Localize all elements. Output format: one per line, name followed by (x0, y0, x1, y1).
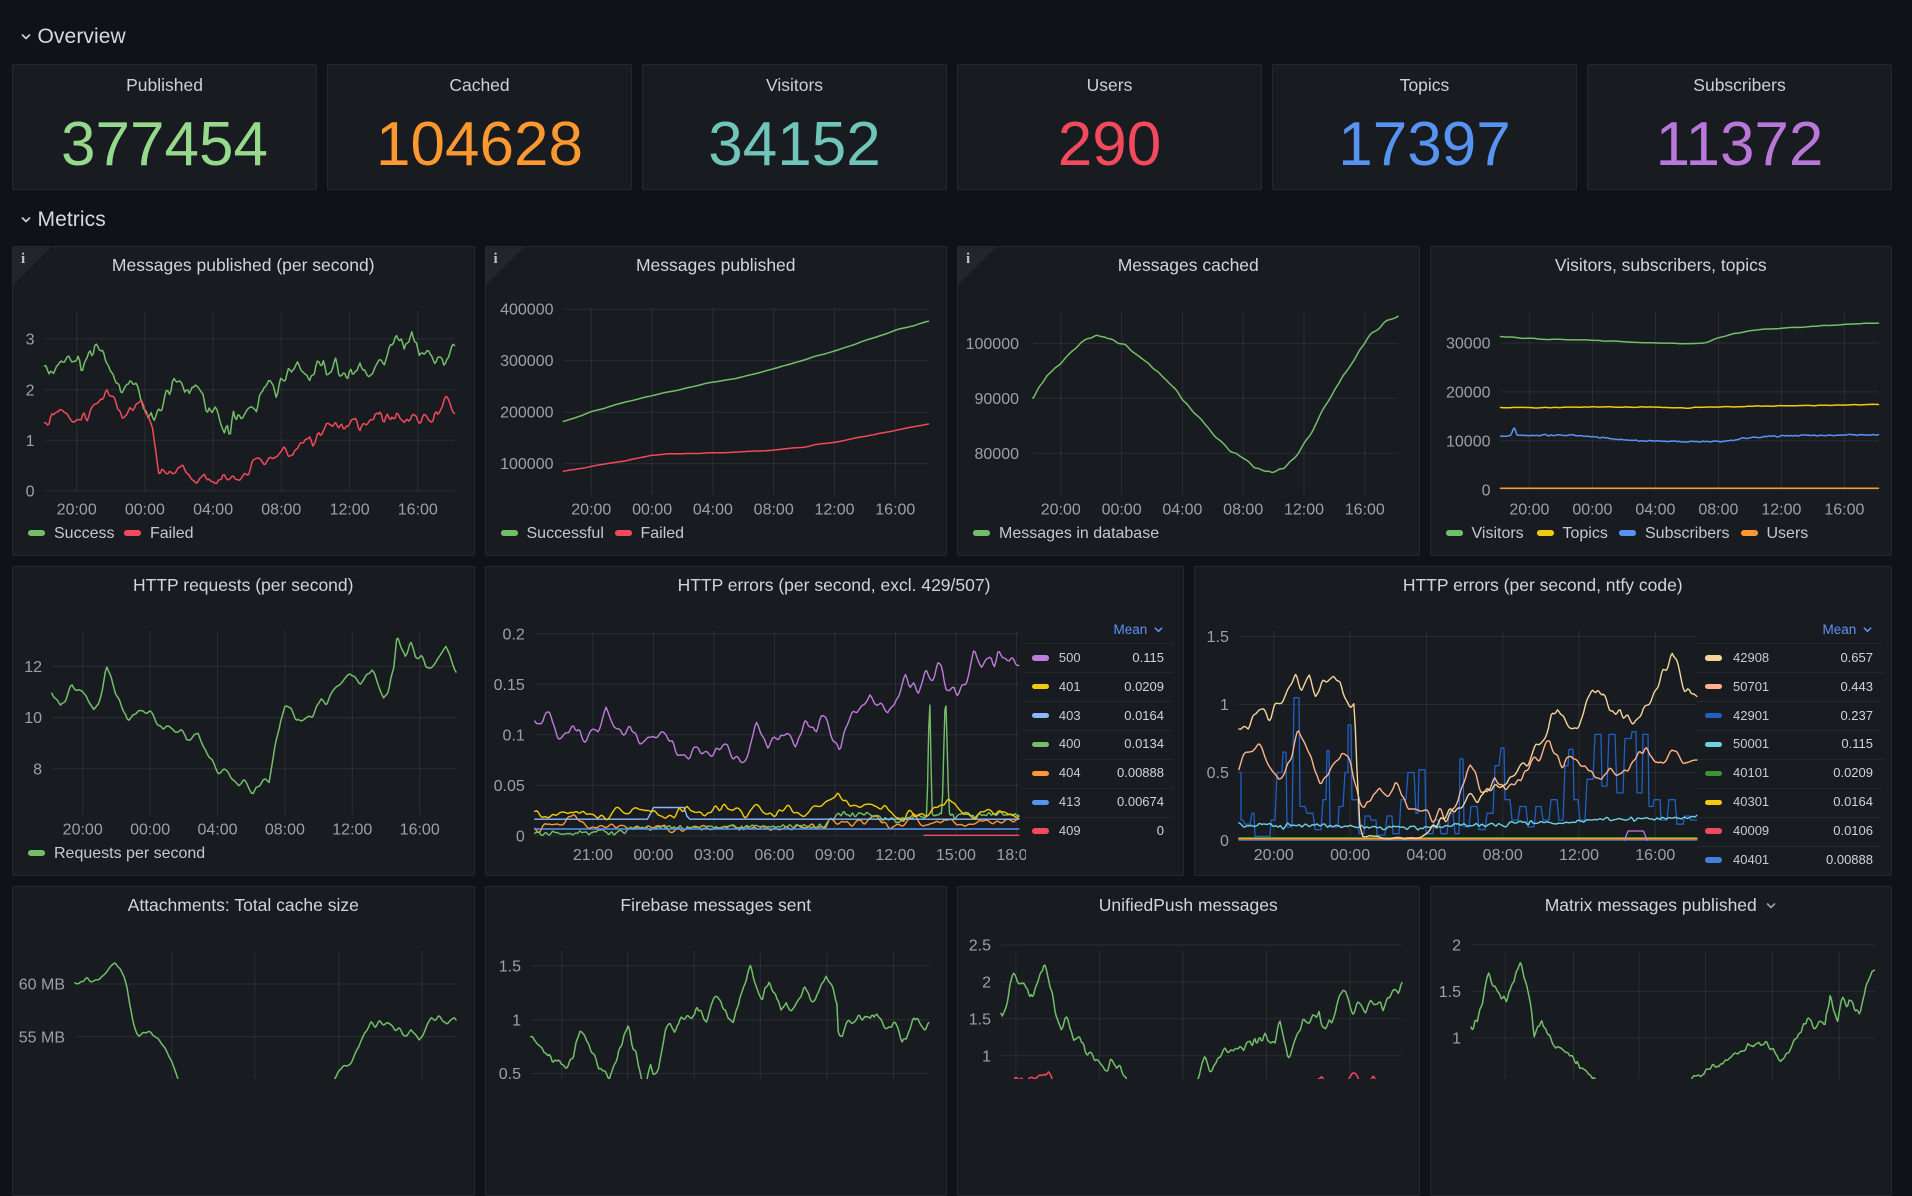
svg-text:09:00: 09:00 (814, 847, 854, 864)
svg-text:00:00: 00:00 (1102, 502, 1142, 519)
svg-text:20:00: 20:00 (1041, 502, 1081, 519)
svg-text:04:00: 04:00 (193, 502, 233, 519)
svg-text:03:00: 03:00 (693, 847, 733, 864)
svg-text:80000: 80000 (975, 446, 1020, 463)
svg-text:2.5: 2.5 (969, 938, 991, 955)
svg-text:1.5: 1.5 (498, 958, 520, 975)
svg-text:0.15: 0.15 (493, 677, 524, 694)
svg-text:12:00: 12:00 (1761, 502, 1801, 519)
svg-text:1: 1 (26, 433, 35, 450)
svg-text:04:00: 04:00 (692, 502, 732, 519)
svg-text:1: 1 (982, 1048, 991, 1065)
svg-text:08:00: 08:00 (1223, 502, 1263, 519)
svg-text:16:00: 16:00 (875, 502, 915, 519)
svg-text:300000: 300000 (500, 353, 553, 370)
svg-text:00:00: 00:00 (1572, 502, 1612, 519)
svg-text:00:00: 00:00 (1330, 847, 1370, 864)
svg-text:12:00: 12:00 (332, 822, 372, 839)
svg-text:1.5: 1.5 (1206, 629, 1228, 646)
svg-text:04:00: 04:00 (197, 822, 237, 839)
svg-text:0.1: 0.1 (502, 727, 524, 744)
svg-text:10000: 10000 (1446, 433, 1491, 450)
svg-text:200000: 200000 (500, 405, 553, 422)
svg-text:100000: 100000 (500, 456, 553, 473)
svg-text:16:00: 16:00 (1824, 502, 1864, 519)
svg-text:8: 8 (33, 761, 42, 778)
svg-text:16:00: 16:00 (1345, 502, 1385, 519)
svg-text:12:00: 12:00 (875, 847, 915, 864)
svg-text:20000: 20000 (1446, 385, 1491, 402)
svg-text:100000: 100000 (966, 336, 1019, 353)
svg-text:00:00: 00:00 (633, 847, 673, 864)
svg-text:1: 1 (1452, 1031, 1461, 1048)
svg-text:00:00: 00:00 (130, 822, 170, 839)
svg-text:16:00: 16:00 (1635, 847, 1675, 864)
svg-text:10: 10 (24, 710, 42, 727)
svg-text:0.5: 0.5 (498, 1066, 520, 1079)
svg-text:0.2: 0.2 (502, 626, 524, 643)
svg-text:16:00: 16:00 (398, 502, 438, 519)
svg-text:2: 2 (982, 975, 991, 992)
svg-text:0: 0 (1481, 482, 1490, 499)
svg-text:90000: 90000 (975, 391, 1020, 408)
svg-text:12:00: 12:00 (814, 502, 854, 519)
svg-text:30000: 30000 (1446, 336, 1491, 353)
svg-text:2: 2 (26, 382, 35, 399)
svg-text:12:00: 12:00 (330, 502, 370, 519)
svg-text:04:00: 04:00 (1162, 502, 1202, 519)
svg-text:04:00: 04:00 (1635, 502, 1675, 519)
svg-text:0.05: 0.05 (493, 778, 524, 795)
svg-text:08:00: 08:00 (1482, 847, 1522, 864)
svg-text:20:00: 20:00 (1253, 847, 1293, 864)
svg-text:15:00: 15:00 (935, 847, 975, 864)
svg-text:06:00: 06:00 (754, 847, 794, 864)
svg-text:0: 0 (26, 484, 35, 501)
svg-text:0.5: 0.5 (1206, 765, 1228, 782)
svg-text:18:00: 18:00 (996, 847, 1026, 864)
svg-text:08:00: 08:00 (1698, 502, 1738, 519)
svg-text:20:00: 20:00 (571, 502, 611, 519)
svg-text:04:00: 04:00 (1406, 847, 1446, 864)
svg-text:20:00: 20:00 (57, 502, 97, 519)
svg-text:21:00: 21:00 (572, 847, 612, 864)
svg-text:12:00: 12:00 (1558, 847, 1598, 864)
svg-text:20:00: 20:00 (1509, 502, 1549, 519)
svg-text:0: 0 (1219, 833, 1228, 850)
svg-text:00:00: 00:00 (632, 502, 672, 519)
svg-text:20:00: 20:00 (63, 822, 103, 839)
svg-text:08:00: 08:00 (261, 502, 301, 519)
svg-text:2: 2 (1452, 937, 1461, 954)
svg-text:00:00: 00:00 (125, 502, 165, 519)
svg-text:400000: 400000 (500, 302, 553, 319)
svg-text:1: 1 (512, 1012, 521, 1029)
svg-text:16:00: 16:00 (400, 822, 440, 839)
svg-text:08:00: 08:00 (265, 822, 305, 839)
svg-text:1: 1 (1219, 697, 1228, 714)
svg-text:55 MB: 55 MB (19, 1029, 65, 1046)
svg-text:3: 3 (26, 332, 35, 349)
svg-text:0: 0 (515, 828, 524, 845)
svg-text:08:00: 08:00 (753, 502, 793, 519)
svg-text:12:00: 12:00 (1284, 502, 1324, 519)
svg-text:1.5: 1.5 (1438, 984, 1460, 1001)
svg-text:60 MB: 60 MB (19, 977, 65, 994)
svg-text:12: 12 (24, 659, 42, 676)
svg-text:1.5: 1.5 (969, 1011, 991, 1028)
